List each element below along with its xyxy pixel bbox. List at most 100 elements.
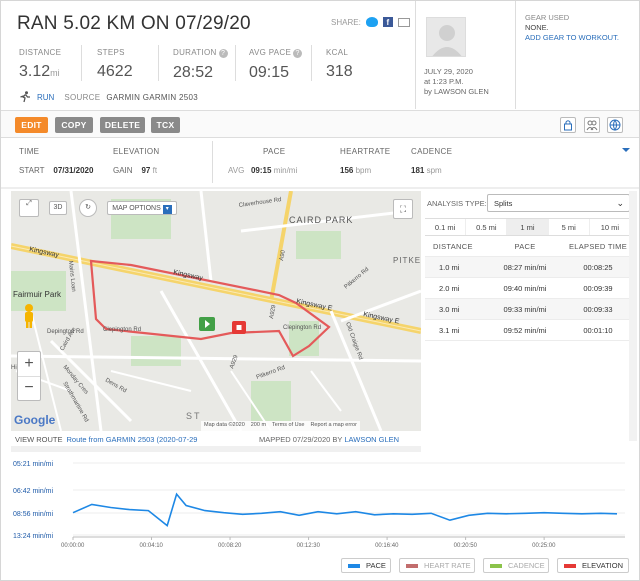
divider [515, 1, 516, 109]
tcx-button[interactable]: TCX [151, 117, 180, 133]
x-tick-label: 00:00:00 [61, 543, 85, 549]
x-tick-label: 00:25:00 [532, 543, 556, 549]
legend-cadence-button[interactable]: CADENCE [483, 558, 549, 573]
facebook-icon[interactable]: f [382, 17, 393, 27]
tab-0-1-mi[interactable]: 0.1 mi [425, 219, 467, 235]
map-options-button[interactable]: MAP OPTIONS ▾ [107, 201, 177, 215]
tab-10-mi[interactable]: 10 mi [590, 219, 632, 235]
stat-steps: STEPS 4622 [97, 48, 133, 80]
table-row[interactable]: 2.0 mi 09:40 min/mi 00:09:39 [425, 278, 631, 299]
map-label: Pitkerro Rd [343, 267, 370, 291]
activity-type[interactable]: RUN [37, 92, 55, 102]
avatar[interactable] [426, 17, 466, 57]
stat-avg-pace: AVG PACE? 09:15 [249, 48, 303, 82]
map-label: Old Craigie Rd [344, 322, 363, 361]
3d-toggle-button[interactable]: 3D [49, 201, 67, 215]
stat-duration: DURATION? 28:52 [173, 48, 228, 82]
divider [158, 45, 159, 81]
fullscreen-icon[interactable]: ⤢ [19, 199, 39, 217]
collapse-icon[interactable] [621, 141, 631, 152]
map-label: Claverhouse Rd [238, 197, 281, 209]
help-icon[interactable]: ? [218, 49, 228, 58]
route-map[interactable]: CAIRD PARK Fairmuir Park Kingsway Kingsw… [11, 191, 421, 431]
y-tick-label: 06:42 min/mi [13, 488, 54, 495]
tab-0-5-mi[interactable]: 0.5 mi [466, 219, 508, 235]
table-row[interactable]: 3.0 mi 09:33 min/mi 00:09:33 [425, 299, 631, 320]
map-attribution: Map data ©2020 200 m Terms of Use Report… [201, 421, 360, 431]
copy-button[interactable]: COPY [55, 117, 93, 133]
pace-chart: 05:21 min/mi 06:42 min/mi 08:56 min/mi 13:2… [11, 453, 631, 549]
scrollbar[interactable] [629, 191, 637, 441]
start-marker-icon[interactable] [199, 317, 215, 331]
gain-row: GAIN 97 ft [113, 166, 158, 175]
analysis-type-label: ANALYSIS TYPE: [427, 199, 487, 208]
pace-row: AVG 09:15 min/mi [228, 166, 298, 175]
owner-info: JULY 29, 2020 at 1:23 P.M. by LAWSON GLE… [424, 67, 489, 96]
terms-link[interactable]: Terms of Use [272, 422, 305, 428]
mapped-by-link[interactable]: LAWSON GLEN [344, 435, 400, 444]
share-label: SHARE: [331, 17, 361, 27]
activity-row: RUN SOURCE GARMIN GARMIN 2503 [19, 91, 198, 103]
map-label: Fairmuir Park [13, 290, 62, 299]
pace-label: PACE [263, 147, 286, 156]
route-link[interactable]: Route from GARMIN 2503 (2020-07-29 [66, 435, 198, 444]
map-label: Dens Rd [104, 378, 127, 395]
pace-series-line [72, 492, 618, 527]
lock-icon[interactable] [560, 117, 576, 133]
interval-tabs: 0.1 mi 0.5 mi 1 mi 5 mi 10 mi [425, 218, 632, 236]
legend-heart-rate-button[interactable]: HEART RATE [399, 558, 475, 573]
y-tick-label: 13:24 min/mi [13, 533, 54, 540]
table-row[interactable]: 3.1 mi 09:52 min/mi 00:01:10 [425, 320, 631, 341]
divider [415, 1, 416, 109]
zoom-controls: + − [17, 351, 41, 401]
table-row[interactable]: 1.0 mi 08:27 min/mi 00:08:25 [425, 257, 631, 278]
map-label: A90 [279, 249, 287, 261]
delete-button[interactable]: DELETE [100, 117, 145, 133]
splits-table: DISTANCE PACE ELAPSED TIME 1.0 mi 08:27 … [425, 236, 631, 341]
help-icon[interactable]: ? [293, 49, 303, 58]
heartrate-label: HEARTRATE [340, 147, 391, 156]
user-silhouette-icon [432, 25, 462, 56]
time-label: TIME [19, 147, 40, 156]
horizontal-scrollbar[interactable] [11, 446, 421, 452]
twitter-icon[interactable] [365, 17, 378, 27]
map-label: Mains Loan [67, 261, 76, 292]
edit-button[interactable]: EDIT [15, 117, 48, 133]
cadence-label: CADENCE [411, 147, 453, 156]
rotate-icon[interactable]: ↻ [79, 199, 97, 217]
y-tick-label: 05:21 min/mi [13, 461, 54, 468]
x-tick-label: 00:04:10 [140, 543, 164, 549]
tab-1-mi[interactable]: 1 mi [507, 219, 549, 235]
legend-elevation-button[interactable]: ELEVATION [557, 558, 629, 573]
map-label: Depington Rd [47, 329, 84, 335]
runner-icon [20, 91, 30, 103]
stat-distance: DISTANCE 3.12mi [19, 48, 62, 80]
cadence-row: 181 spm [411, 166, 442, 175]
map-label: A929 [229, 354, 240, 370]
map-label: Clepington Rd [103, 327, 141, 333]
zoom-out-button[interactable]: − [24, 379, 34, 396]
finish-marker-icon[interactable] [232, 321, 246, 334]
x-tick-label: 00:16:40 [375, 543, 399, 549]
zoom-in-button[interactable]: + [18, 352, 40, 377]
pegman-icon[interactable] [21, 303, 37, 329]
start-row: START 07/31/2020 [19, 166, 94, 175]
email-icon[interactable] [397, 17, 410, 27]
report-link[interactable]: Report a map error [310, 422, 357, 428]
legend-pace-button[interactable]: PACE [341, 558, 391, 573]
globe-icon[interactable] [607, 117, 623, 133]
tab-5-mi[interactable]: 5 mi [549, 219, 590, 235]
analysis-type-select[interactable]: Splits ⌄ [487, 194, 630, 212]
share-bar: SHARE: f [331, 17, 410, 27]
add-gear-link[interactable]: ADD GEAR TO WORKOUT. [525, 33, 619, 42]
map-label: PITKER [393, 256, 421, 265]
map-label: Pitkerro Rd [256, 365, 286, 381]
divider [311, 45, 312, 81]
page-title: RAN 5.02 KM ON 07/29/20 [17, 13, 251, 34]
map-label: ST [186, 411, 202, 421]
map-label: CAIRD PARK [289, 215, 353, 225]
expand-icon[interactable]: ⛶ [393, 199, 413, 219]
friends-icon[interactable] [584, 117, 600, 133]
stat-kcal: KCAL 318 [326, 48, 353, 80]
